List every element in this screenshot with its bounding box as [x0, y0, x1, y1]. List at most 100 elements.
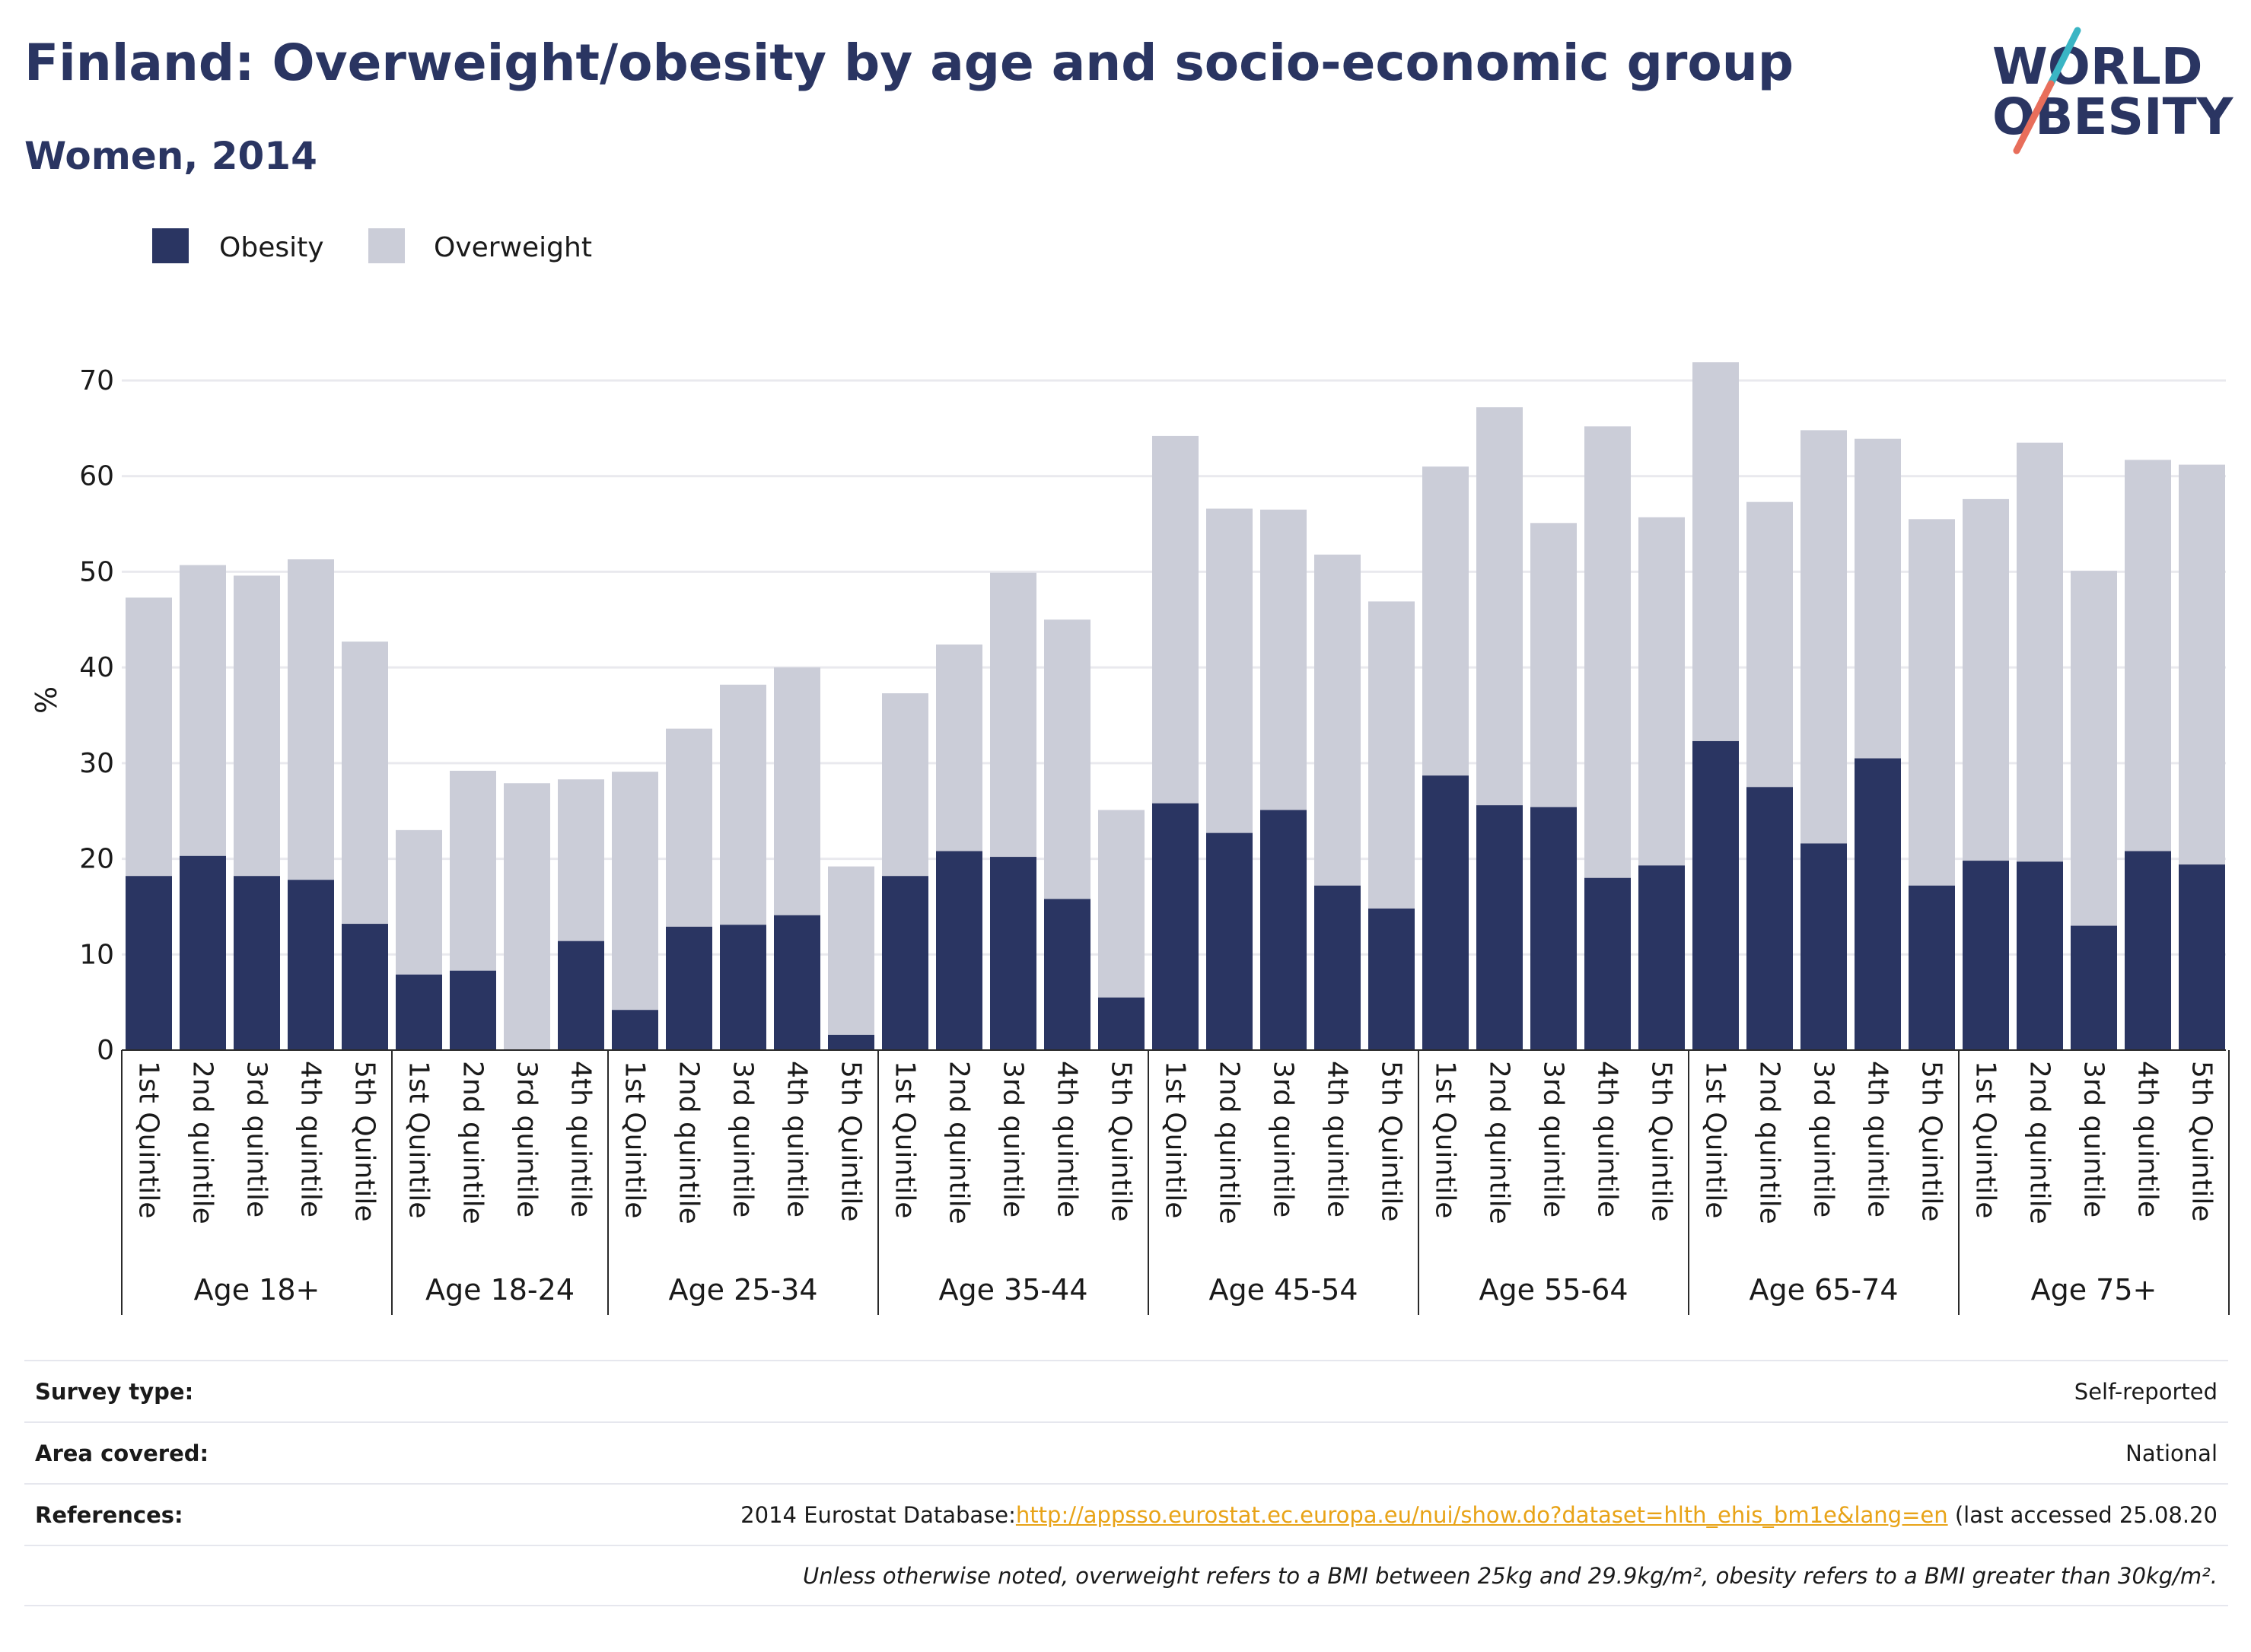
- x-group-label: Age 18-24: [425, 1273, 575, 1307]
- y-tick-label: 40: [79, 652, 114, 683]
- x-category-label: 2nd quintile: [944, 1061, 975, 1224]
- bar-obesity: [1584, 877, 1631, 1050]
- chart: Finland: Overweight/obesity by age and s…: [24, 27, 2234, 1315]
- bar-obesity: [1044, 899, 1090, 1050]
- bar-obesity: [1314, 885, 1361, 1050]
- references-link[interactable]: http://appsso.eurostat.ec.europa.eu/nui/…: [1015, 1501, 1948, 1528]
- bar-obesity: [990, 857, 1036, 1050]
- bar-overweight: [1098, 810, 1145, 998]
- references-label: References:: [35, 1501, 183, 1528]
- bar-overweight: [1260, 509, 1307, 810]
- bar-overweight: [1152, 435, 1199, 804]
- bar-obesity: [612, 1010, 658, 1050]
- bar-overweight: [2071, 571, 2117, 926]
- area-covered-label: Area covered:: [35, 1440, 209, 1466]
- bar-overweight: [1963, 498, 2009, 861]
- references-prefix: 2014 Eurostat Database:: [740, 1501, 1016, 1528]
- bar-overweight: [1855, 438, 1901, 759]
- references-suffix: (last accessed 25.08.20: [1947, 1501, 2218, 1528]
- bar-obesity: [2179, 864, 2225, 1050]
- bar-overweight: [1476, 407, 1523, 806]
- x-group-label: Age 65-74: [1750, 1273, 1899, 1307]
- x-group-label: Age 45-54: [1209, 1273, 1358, 1307]
- x-category-label: 3rd quintile: [728, 1061, 759, 1218]
- x-category-label: 1st Quintile: [619, 1061, 651, 1218]
- bar-overweight: [990, 572, 1036, 858]
- x-category-label: 5th Quintile: [1916, 1061, 1947, 1222]
- x-category-label: 2nd quintile: [457, 1061, 489, 1224]
- bar-overweight: [2179, 464, 2225, 865]
- y-tick-label: 30: [79, 748, 114, 779]
- references-value: 2014 Eurostat Database:http://appsso.eur…: [740, 1502, 2218, 1528]
- bar-obesity: [558, 941, 604, 1050]
- bar-overweight: [180, 565, 226, 856]
- bar-obesity: [1206, 832, 1253, 1050]
- x-category-label: 4th quintile: [1592, 1061, 1623, 1218]
- bar-obesity: [1368, 908, 1415, 1050]
- x-category-label: 4th quintile: [1052, 1061, 1083, 1218]
- bar-overweight: [234, 575, 280, 877]
- legend-swatch-overweight: [368, 228, 405, 263]
- bar-overweight: [1206, 508, 1253, 833]
- area-covered-row: Area covered: National: [24, 1421, 2228, 1483]
- bar-overweight: [720, 684, 766, 925]
- bar-obesity: [126, 876, 172, 1050]
- x-group-label: Age 18+: [194, 1273, 320, 1307]
- page-title: Finland: Overweight/obesity by age and s…: [24, 33, 1794, 92]
- bar-obesity: [720, 925, 766, 1050]
- bmi-note: Unless otherwise noted, overweight refer…: [802, 1562, 2218, 1589]
- bar-overweight: [342, 641, 388, 925]
- x-category-label: 4th quintile: [565, 1061, 597, 1218]
- bar-overweight: [774, 667, 820, 915]
- bar-obesity: [1476, 805, 1523, 1050]
- bar-overweight: [288, 559, 334, 880]
- bar-overweight: [126, 597, 172, 877]
- bar-obesity: [666, 926, 712, 1050]
- bars: [126, 362, 2225, 1050]
- bar-overweight: [396, 829, 442, 975]
- bar-overweight: [1909, 519, 1955, 886]
- bar-overweight: [2125, 460, 2171, 851]
- bar-overweight: [1368, 601, 1415, 909]
- y-axis-label: %: [30, 686, 63, 714]
- x-category-label: 2nd quintile: [187, 1061, 218, 1224]
- x-category-label: 1st Quintile: [1700, 1061, 1731, 1218]
- y-tick-label: 50: [79, 556, 114, 587]
- bar-overweight: [450, 770, 496, 971]
- legend-swatch-obesity: [152, 228, 189, 263]
- survey-type-row: Survey type: Self-reported: [24, 1360, 2228, 1421]
- bar-obesity: [396, 974, 442, 1050]
- bar-overweight: [1044, 619, 1090, 899]
- bar-overweight: [558, 779, 604, 941]
- survey-type-value: Self-reported: [2074, 1378, 2218, 1405]
- bar-obesity: [1422, 775, 1469, 1050]
- x-category-label: 2nd quintile: [673, 1061, 705, 1224]
- y-tick-label: 70: [79, 365, 114, 396]
- bar-overweight: [666, 728, 712, 927]
- bar-overweight: [1800, 430, 1847, 844]
- x-category-label: 2nd quintile: [1484, 1061, 1515, 1224]
- bar-obesity: [1800, 843, 1847, 1050]
- legend-label-obesity: Obesity: [219, 232, 324, 263]
- x-category-label: 3rd quintile: [998, 1061, 1029, 1218]
- x-category-label: 5th Quintile: [1376, 1061, 1407, 1222]
- bar-overweight: [504, 783, 550, 1050]
- bar-obesity: [882, 876, 928, 1050]
- x-category-label: 3rd quintile: [241, 1061, 272, 1218]
- bar-obesity: [828, 1034, 874, 1050]
- bar-obesity: [1746, 787, 1793, 1050]
- legend: Obesity Overweight: [152, 228, 592, 263]
- references-row: References: 2014 Eurostat Database:http:…: [24, 1483, 2228, 1545]
- info-table: Survey type: Self-reported Area covered:…: [24, 1360, 2228, 1606]
- x-category-label: 5th Quintile: [1646, 1061, 1677, 1222]
- x-category-label: 1st Quintile: [890, 1061, 921, 1218]
- bar-obesity: [1692, 740, 1739, 1050]
- x-category-label: 1st Quintile: [1160, 1061, 1191, 1218]
- bar-overweight: [1584, 426, 1631, 878]
- x-category-label: 1st Quintile: [403, 1061, 435, 1218]
- x-category-label: 4th quintile: [2132, 1061, 2163, 1218]
- x-category-label: 5th Quintile: [1106, 1061, 1137, 1222]
- x-category-label: 1st Quintile: [1970, 1061, 2001, 1218]
- bar-overweight: [612, 772, 658, 1011]
- x-category-label: 2nd quintile: [1214, 1061, 1245, 1224]
